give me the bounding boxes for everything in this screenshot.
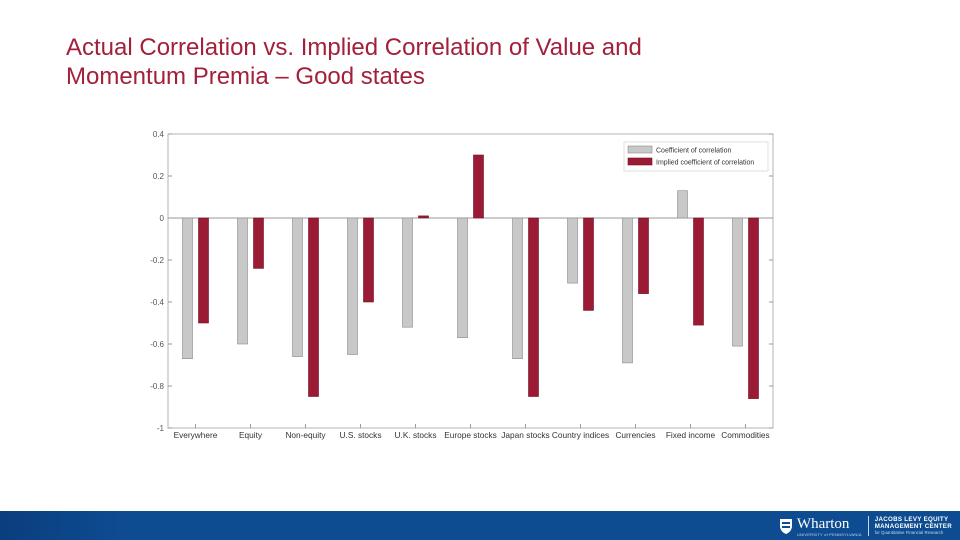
legend-label-actual: Coefficient of correlation bbox=[656, 148, 731, 155]
chart-svg: 0.4 0.2 0 -0.2 -0.4 -0.6 -0.8 -1 Everywhere Equit… bbox=[150, 130, 774, 440]
bar-actual-correlation bbox=[732, 217, 743, 347]
slide-title-line2: Momentum Premia – Good states bbox=[66, 63, 425, 90]
x-tick-label: Country indices bbox=[552, 430, 609, 440]
x-tick-label: U.K. stocks bbox=[395, 430, 437, 440]
x-tick-label: U.S. stocks bbox=[340, 430, 382, 440]
bar-implied-correlation bbox=[198, 217, 209, 324]
bar-actual-correlation bbox=[567, 217, 578, 284]
x-tick-label: Non-equity bbox=[285, 430, 326, 440]
bar-actual-correlation bbox=[182, 217, 193, 359]
bar-implied-correlation bbox=[418, 215, 429, 219]
bar-actual-correlation bbox=[237, 217, 248, 345]
x-tick-label: Japan stocks bbox=[501, 430, 549, 440]
y-tick-label: 0.2 bbox=[153, 172, 165, 181]
slide-title-line1: Actual Correlation vs. Implied Correlati… bbox=[66, 34, 642, 61]
x-tick-label: Europe stocks bbox=[444, 430, 497, 440]
x-tick-label: Currencies bbox=[615, 430, 655, 440]
bar-implied-correlation bbox=[693, 217, 704, 326]
bar-implied-correlation bbox=[253, 217, 264, 269]
y-tick-label: -0.6 bbox=[150, 340, 164, 349]
bar-implied-correlation bbox=[748, 217, 759, 399]
bar-actual-correlation bbox=[677, 190, 688, 219]
y-tick-label: -1 bbox=[157, 424, 165, 433]
y-tick-label: -0.2 bbox=[150, 256, 164, 265]
wharton-shield-icon bbox=[779, 518, 792, 534]
slide-title: Actual Correlation vs. Implied Correlati… bbox=[66, 33, 826, 91]
legend-swatch-implied bbox=[627, 157, 653, 166]
wharton-name: Wharton bbox=[796, 515, 850, 532]
bar-actual-correlation bbox=[347, 217, 358, 355]
bar-implied-correlation bbox=[363, 217, 374, 303]
x-tick-label: Everywhere bbox=[174, 430, 218, 440]
bar-implied-correlation bbox=[583, 217, 594, 311]
wharton-wordmark: Wharton UNIVERSITY of PENNSYLVANIA bbox=[797, 516, 862, 537]
bar-actual-correlation bbox=[457, 217, 468, 338]
y-tick-label: -0.8 bbox=[150, 382, 164, 391]
legend-swatch-actual bbox=[627, 145, 653, 154]
y-tick-label: 0.4 bbox=[153, 130, 165, 139]
logo-divider bbox=[867, 516, 869, 536]
bar-implied-correlation bbox=[308, 217, 319, 397]
x-tick-label: Equity bbox=[239, 430, 263, 440]
bar-implied-correlation bbox=[528, 217, 539, 397]
y-tick-label: 0 bbox=[160, 214, 165, 223]
x-tick-label: Fixed income bbox=[666, 430, 716, 440]
center-name-line2: MANAGEMENT CENTER bbox=[874, 523, 952, 530]
center-wordmark: JACOBS LEVY EQUITY MANAGEMENT CENTER for… bbox=[875, 516, 952, 536]
bar-chart: 0.4 0.2 0 -0.2 -0.4 -0.6 -0.8 -1 Everywhere Equit… bbox=[130, 126, 790, 446]
footer-logos: Wharton UNIVERSITY of PENNSYLVANIA JACOB… bbox=[779, 514, 952, 538]
bar-implied-correlation bbox=[473, 154, 484, 219]
wharton-university: UNIVERSITY of PENNSYLVANIA bbox=[796, 531, 862, 537]
y-tick-label: -0.4 bbox=[150, 298, 164, 307]
footer-bar bbox=[0, 511, 960, 540]
center-name-line3: for Quantitative Financial Research bbox=[874, 530, 944, 535]
bar-implied-correlation bbox=[638, 217, 649, 294]
legend-label-implied: Implied coefficient of correlation bbox=[656, 160, 754, 167]
bar-actual-correlation bbox=[622, 217, 633, 364]
plot-frame bbox=[167, 133, 774, 429]
bar-actual-correlation bbox=[292, 217, 303, 357]
center-name-line1: JACOBS LEVY EQUITY bbox=[874, 516, 949, 523]
bar-actual-correlation bbox=[402, 217, 413, 328]
footer-accent bbox=[0, 511, 130, 540]
bar-actual-correlation bbox=[512, 217, 523, 359]
x-tick-label: Commodities bbox=[721, 430, 769, 440]
